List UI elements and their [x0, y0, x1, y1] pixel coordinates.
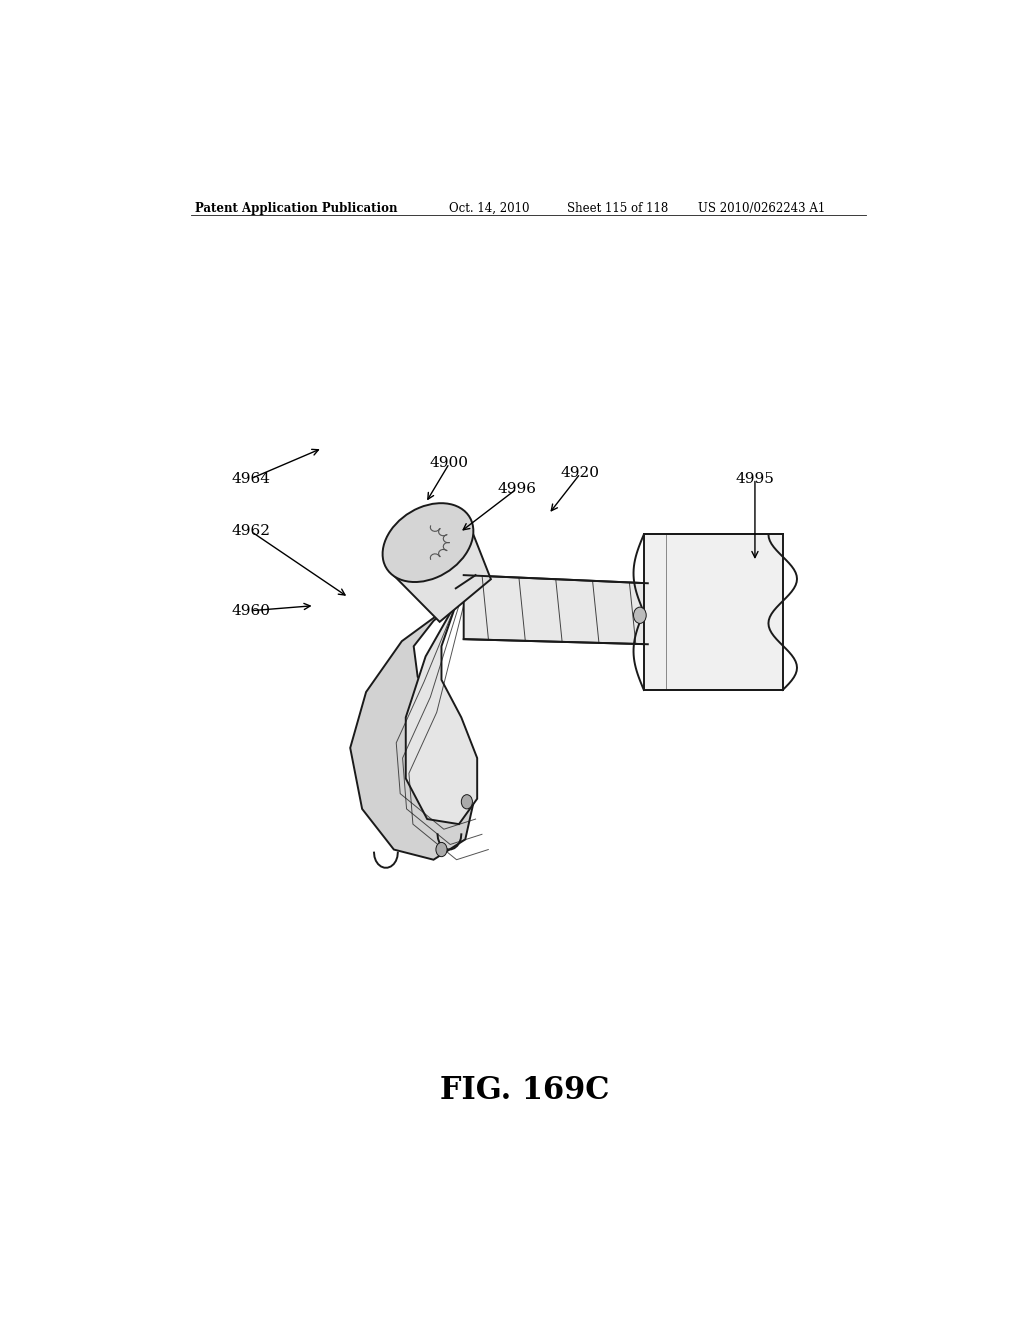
Text: 4996: 4996 [498, 482, 537, 496]
Polygon shape [391, 512, 490, 622]
Polygon shape [406, 601, 477, 824]
Text: 4920: 4920 [561, 466, 600, 480]
Circle shape [461, 795, 472, 809]
Text: 4964: 4964 [231, 471, 270, 486]
Text: Oct. 14, 2010: Oct. 14, 2010 [450, 202, 529, 215]
Text: Sheet 115 of 118: Sheet 115 of 118 [567, 202, 668, 215]
Circle shape [436, 842, 447, 857]
Circle shape [634, 607, 646, 623]
Text: 4900: 4900 [430, 457, 469, 470]
Polygon shape [464, 576, 648, 644]
Text: 4995: 4995 [735, 471, 774, 486]
Polygon shape [350, 601, 473, 859]
Polygon shape [644, 535, 782, 690]
Ellipse shape [383, 503, 473, 582]
Text: FIG. 169C: FIG. 169C [440, 1074, 609, 1106]
Text: 4962: 4962 [231, 524, 270, 539]
Text: 4960: 4960 [231, 603, 270, 618]
Text: Patent Application Publication: Patent Application Publication [196, 202, 398, 215]
Text: US 2010/0262243 A1: US 2010/0262243 A1 [697, 202, 825, 215]
